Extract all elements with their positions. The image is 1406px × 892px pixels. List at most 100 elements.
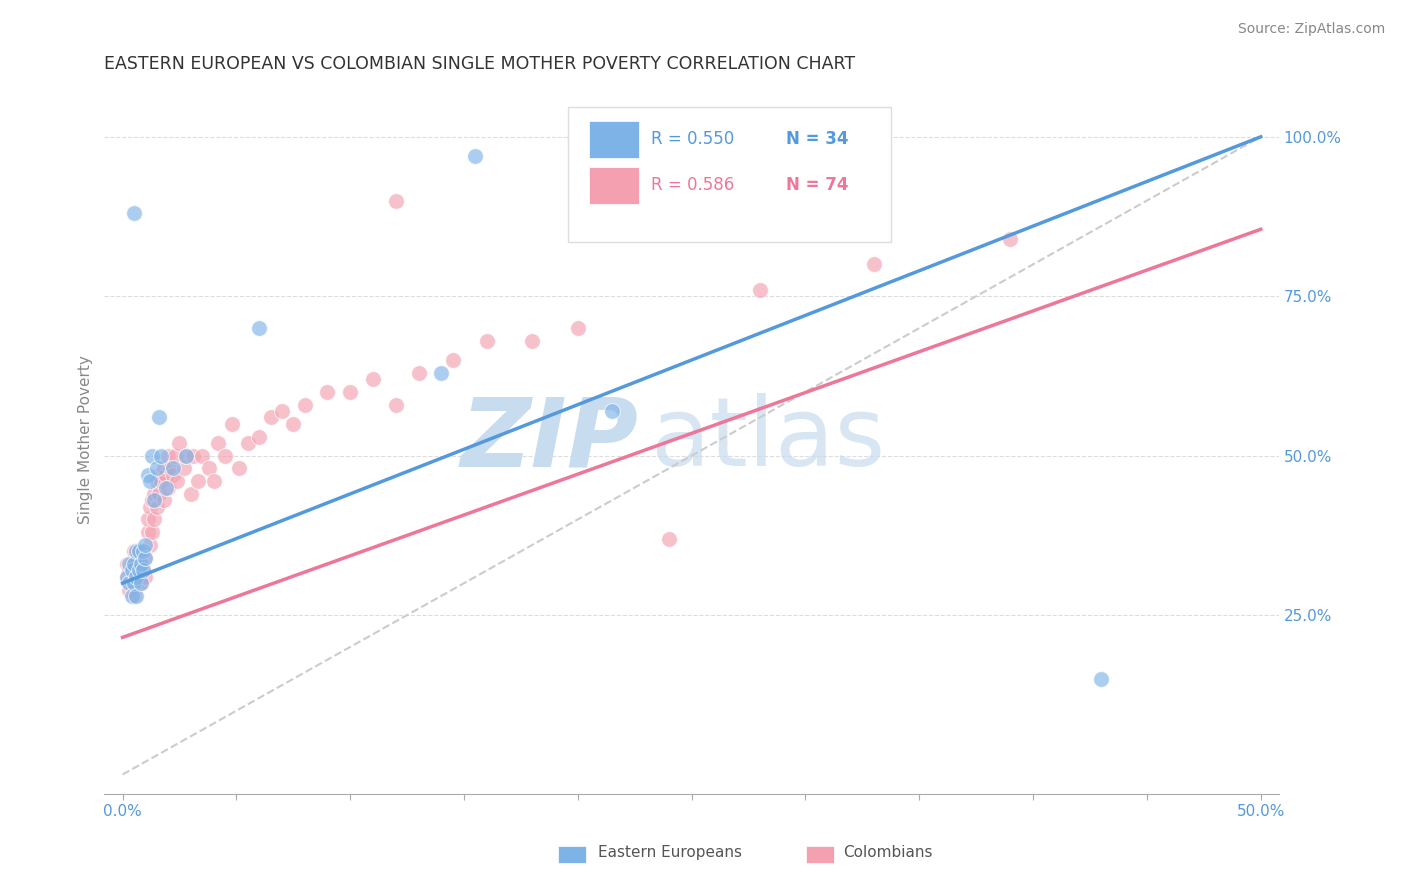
Point — [384, 194, 406, 208]
Point — [157, 481, 180, 495]
Point — [148, 487, 170, 501]
Point — [141, 449, 163, 463]
Point — [136, 525, 159, 540]
Point — [148, 467, 170, 482]
Point — [139, 538, 162, 552]
Point — [115, 557, 138, 571]
Point — [214, 449, 236, 463]
Point — [125, 544, 148, 558]
Point — [125, 576, 148, 591]
Point — [464, 149, 486, 163]
Point — [187, 474, 209, 488]
Point — [115, 570, 138, 584]
Point — [862, 257, 884, 271]
Point — [748, 283, 770, 297]
Point — [128, 563, 150, 577]
Point — [169, 436, 191, 450]
Point — [150, 474, 173, 488]
Point — [118, 563, 141, 577]
Text: Eastern Europeans: Eastern Europeans — [598, 846, 741, 860]
Y-axis label: Single Mother Poverty: Single Mother Poverty — [79, 355, 93, 524]
Point — [658, 532, 681, 546]
Text: atlas: atlas — [651, 393, 886, 486]
Point — [118, 576, 141, 591]
Point — [122, 570, 145, 584]
Text: EASTERN EUROPEAN VS COLOMBIAN SINGLE MOTHER POVERTY CORRELATION CHART: EASTERN EUROPEAN VS COLOMBIAN SINGLE MOT… — [104, 55, 855, 73]
Text: ZIP: ZIP — [461, 393, 638, 486]
Point — [121, 557, 143, 571]
Point — [141, 493, 163, 508]
Point — [207, 436, 229, 450]
Point — [283, 417, 305, 431]
Point — [132, 544, 155, 558]
Point — [148, 410, 170, 425]
Point — [475, 334, 498, 348]
Point — [122, 589, 145, 603]
Point — [145, 474, 167, 488]
Text: R = 0.586: R = 0.586 — [651, 176, 734, 194]
Point — [408, 366, 430, 380]
Point — [121, 563, 143, 577]
Point — [198, 461, 221, 475]
FancyBboxPatch shape — [589, 121, 638, 158]
Text: N = 34: N = 34 — [786, 130, 848, 148]
Point — [162, 461, 184, 475]
Point — [1000, 232, 1022, 246]
Point — [247, 429, 270, 443]
Point — [159, 461, 181, 475]
Point — [129, 557, 152, 571]
Point — [129, 576, 152, 591]
Point — [1090, 672, 1112, 686]
Point — [163, 449, 186, 463]
Point — [166, 474, 188, 488]
Point — [155, 481, 177, 495]
Point — [181, 449, 204, 463]
Point — [134, 538, 156, 552]
Point — [125, 557, 148, 571]
Point — [136, 467, 159, 482]
Point — [134, 570, 156, 584]
Point — [316, 384, 339, 399]
FancyBboxPatch shape — [589, 167, 638, 204]
Point — [145, 500, 167, 514]
Point — [121, 589, 143, 603]
Point — [384, 398, 406, 412]
Point — [139, 474, 162, 488]
Point — [152, 493, 174, 508]
Point — [236, 436, 259, 450]
Point — [128, 570, 150, 584]
Point — [271, 404, 294, 418]
Point — [122, 557, 145, 571]
Point — [115, 570, 138, 584]
Point — [122, 544, 145, 558]
Text: Source: ZipAtlas.com: Source: ZipAtlas.com — [1237, 22, 1385, 37]
Point — [128, 544, 150, 558]
Point — [176, 449, 198, 463]
Point — [143, 512, 166, 526]
Point — [122, 206, 145, 220]
Point — [162, 467, 184, 482]
Point — [134, 550, 156, 565]
Point — [143, 487, 166, 501]
Point — [430, 366, 453, 380]
Point — [139, 500, 162, 514]
FancyBboxPatch shape — [568, 107, 891, 242]
Point — [118, 582, 141, 597]
Point — [157, 449, 180, 463]
Point — [221, 417, 243, 431]
Point — [134, 550, 156, 565]
Point — [176, 449, 198, 463]
Point — [125, 589, 148, 603]
Point — [152, 461, 174, 475]
Point — [122, 576, 145, 591]
Point — [567, 321, 589, 335]
Point — [129, 576, 152, 591]
Point — [361, 372, 384, 386]
Point — [132, 544, 155, 558]
Text: N = 74: N = 74 — [786, 176, 848, 194]
Point — [143, 493, 166, 508]
Point — [121, 576, 143, 591]
Point — [180, 487, 202, 501]
Text: Colombians: Colombians — [844, 846, 934, 860]
Point — [441, 353, 464, 368]
